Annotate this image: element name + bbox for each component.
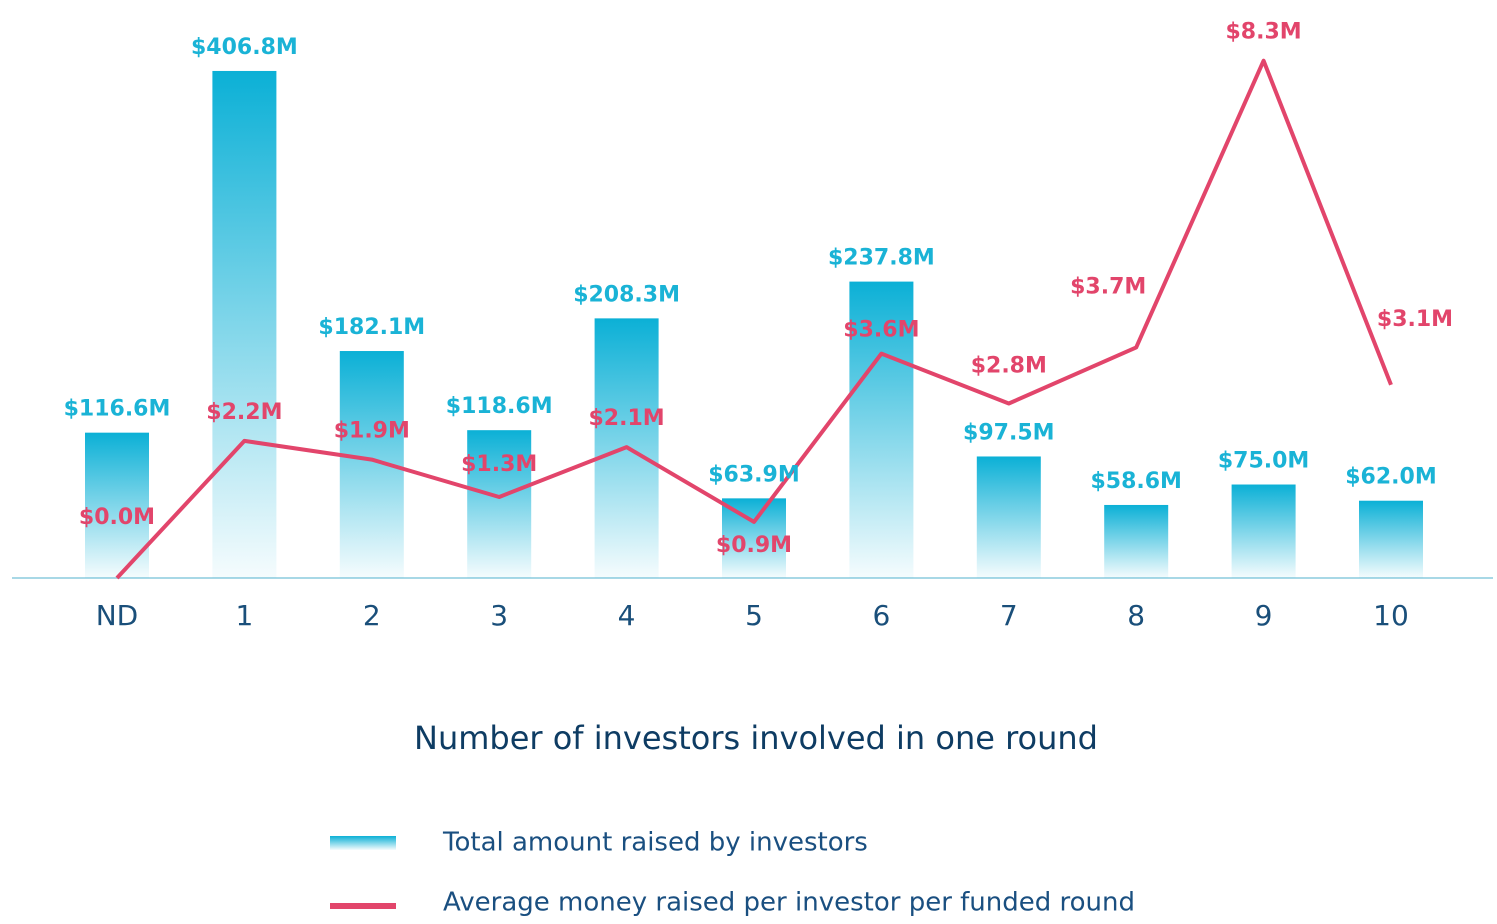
line-value-label: $0.0M (79, 505, 155, 530)
line-value-label: $3.6M (843, 318, 919, 343)
x-tick-label: 4 (618, 599, 636, 632)
bar-value-label: $182.1M (318, 315, 425, 340)
bar (1231, 484, 1296, 578)
bar-value-label: $75.0M (1218, 449, 1309, 474)
bar-value-label: $208.3M (573, 282, 680, 307)
x-tick-label: 2 (363, 599, 381, 632)
line-value-label: $1.3M (461, 452, 537, 477)
x-tick-label: 6 (872, 599, 890, 632)
x-tick-label: 7 (1000, 599, 1018, 632)
line-value-label: $2.1M (589, 406, 665, 431)
line-value-label: $8.3M (1226, 20, 1302, 45)
x-tick-label: 5 (745, 599, 763, 632)
bar-value-label: $62.0M (1345, 465, 1436, 490)
x-tick-label: ND (96, 599, 139, 632)
bar (976, 456, 1041, 578)
bar (1359, 500, 1423, 578)
bar-value-label: $58.6M (1090, 469, 1181, 494)
legend-label: Average money raised per investor per fu… (443, 888, 1135, 918)
line-value-label: $1.9M (334, 419, 410, 444)
x-tick-label: 3 (490, 599, 508, 632)
line-value-label: $2.8M (971, 354, 1047, 379)
bar (467, 430, 532, 578)
bar-value-label: $237.8M (828, 246, 935, 271)
line-value-label: $3.7M (1070, 274, 1146, 299)
legend-label: Total amount raised by investors (442, 828, 868, 858)
bar (1104, 504, 1169, 578)
x-tick-label: 9 (1255, 599, 1273, 632)
bar (849, 281, 914, 578)
line-value-label: $0.9M (716, 533, 792, 558)
bar-value-label: $116.6M (64, 397, 171, 422)
x-tick-label: 10 (1373, 599, 1409, 632)
bar-value-label: $63.9M (708, 462, 799, 487)
legend-swatch (330, 836, 396, 850)
x-tick-label: 1 (235, 599, 253, 632)
bar (212, 70, 277, 579)
line-value-label: $2.2M (206, 400, 282, 425)
bar-value-label: $118.6M (446, 394, 553, 419)
line-value-label: $3.1M (1377, 307, 1453, 332)
x-axis-title: Number of investors involved in one roun… (414, 719, 1098, 757)
bar-value-label: $406.8M (191, 35, 298, 60)
bar-value-label: $97.5M (963, 420, 1054, 445)
x-tick-label: 8 (1127, 599, 1145, 632)
line (115, 58, 1393, 580)
